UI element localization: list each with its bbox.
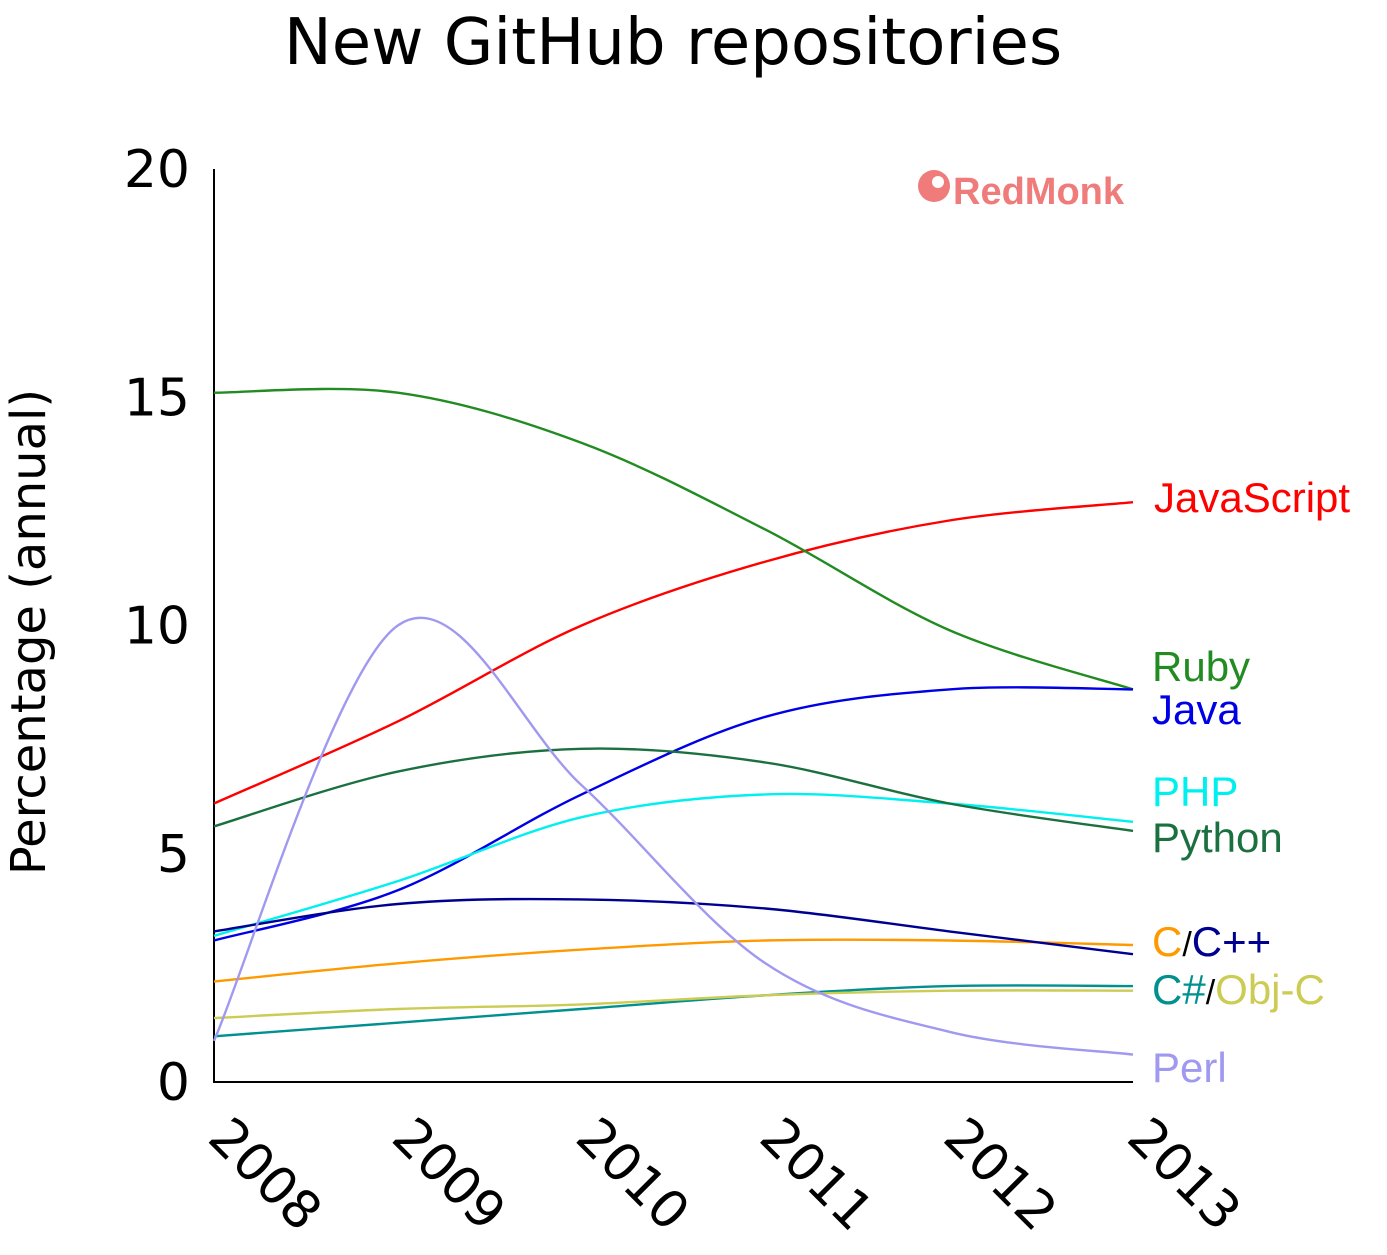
series-label-c-cpp: C/C++ [1152, 918, 1271, 965]
series-line-javascript [213, 501, 1134, 805]
series-label-javascript: JavaScript [1154, 474, 1350, 521]
brand-mark-hole [932, 176, 944, 188]
series-line-cpp [213, 897, 1134, 956]
y-tick-label: 0 [157, 1053, 190, 1113]
series-line-obj-c [213, 989, 1134, 1020]
series-label-ruby: Ruby [1152, 643, 1250, 690]
x-tick-label: 2013 [1116, 1107, 1252, 1243]
y-tick-label: 10 [124, 597, 190, 657]
y-tick-labels: 0 5 10 15 20 [124, 140, 190, 1113]
series-label-c: C [1152, 918, 1182, 965]
x-tick-label: 2009 [381, 1107, 517, 1243]
series-label-perl: Perl [1152, 1044, 1227, 1091]
brand-name: RedMonk [953, 171, 1125, 213]
x-tick-labels: 2008 2009 2010 2011 2012 2013 [197, 1107, 1252, 1243]
y-tick-label: 5 [157, 825, 190, 885]
series-line-c [213, 938, 1134, 983]
series-line-python [213, 747, 1134, 833]
series-lines [212, 387, 1134, 1056]
series-line-csharp [213, 984, 1134, 1038]
y-axis-label: Percentage (annual) [1, 389, 57, 875]
series-label-python: Python [1152, 814, 1283, 861]
x-tick-label: 2010 [564, 1107, 700, 1243]
x-tick-label: 2012 [932, 1107, 1068, 1243]
brand-logo: RedMonk [918, 170, 1125, 213]
series-label-csharp-objc: C#/Obj-C [1152, 966, 1325, 1013]
series-line-php [213, 792, 1134, 938]
chart-title: New GitHub repositories [284, 6, 1062, 80]
y-tick-label: 15 [124, 368, 190, 428]
series-label-java: Java [1152, 686, 1241, 733]
series-labels: JavaScript Ruby Java PHP Python C/C++ C#… [1152, 474, 1350, 1091]
series-label-php: PHP [1152, 768, 1238, 815]
series-label-objc: Obj-C [1215, 966, 1325, 1013]
label-separator: / [1206, 974, 1216, 1012]
series-label-cpp: C++ [1192, 918, 1271, 965]
y-tick-label: 20 [124, 140, 190, 200]
series-label-csharp: C# [1152, 966, 1206, 1013]
label-separator: / [1182, 926, 1192, 964]
x-tick-label: 2011 [748, 1107, 884, 1243]
series-line-java [213, 686, 1134, 942]
x-tick-label: 2008 [197, 1107, 333, 1243]
series-line-ruby [213, 387, 1134, 691]
series-line-perl [212, 616, 1134, 1056]
